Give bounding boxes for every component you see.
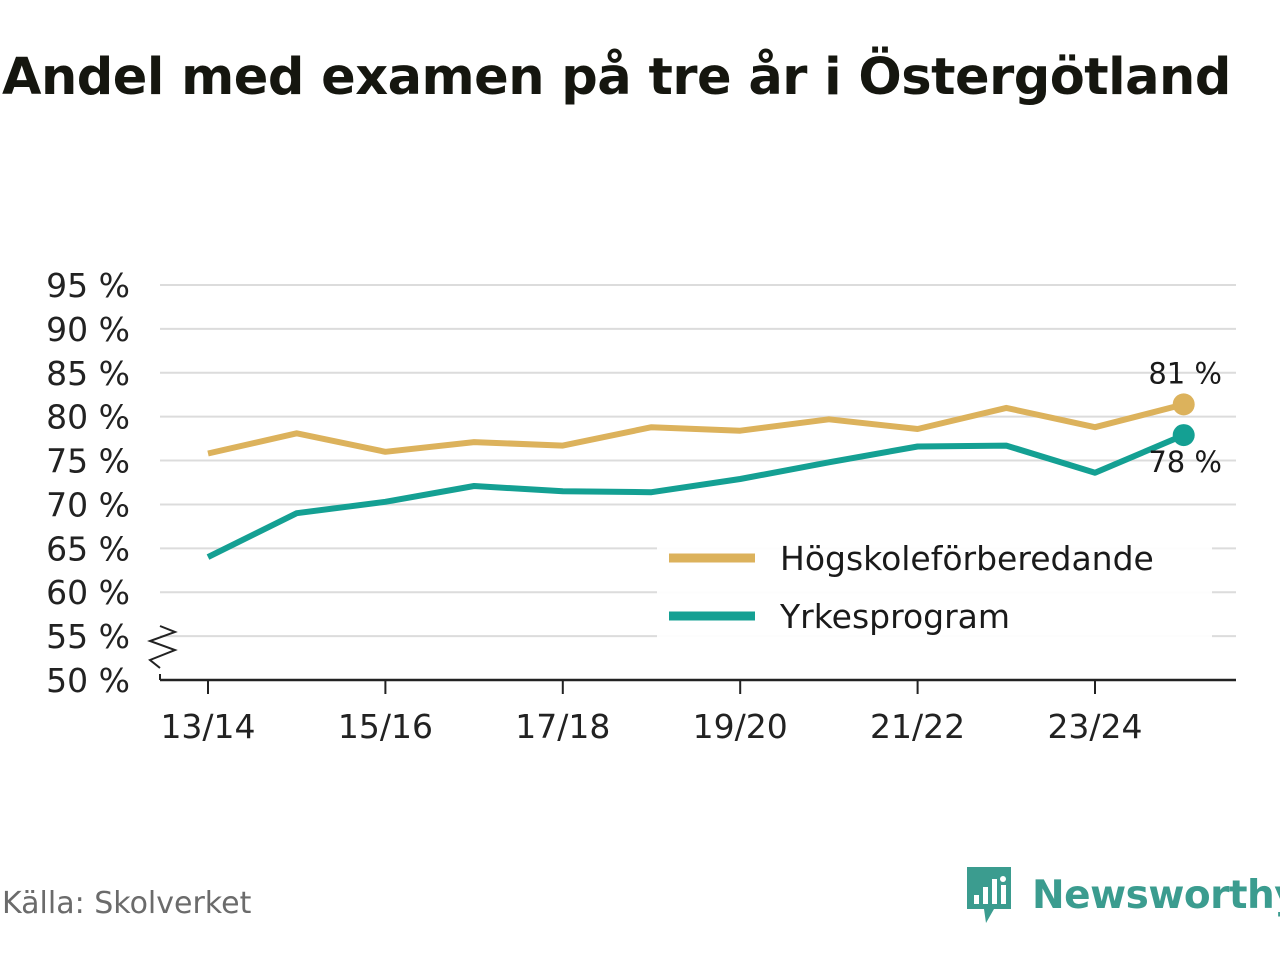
y-tick-label: 60 %	[46, 573, 130, 612]
y-tick-label: 90 %	[46, 310, 130, 349]
legend: Högskoleförberedande Yrkesprogram	[657, 532, 1212, 644]
series-lines: 81 % 78 %	[206, 356, 1222, 560]
end-point	[1172, 424, 1195, 447]
end-value-label: 78 %	[1148, 445, 1222, 479]
x-tick-label: 13/14	[160, 707, 255, 746]
series-line	[206, 432, 1185, 560]
y-tick-label: 95 %	[46, 266, 130, 305]
y-tick-label: 75 %	[46, 442, 130, 481]
x-tick-label: 23/24	[1047, 707, 1142, 746]
x-tick-label: 19/20	[693, 707, 788, 746]
series-line	[207, 401, 1185, 457]
legend-label: Yrkesprogram	[779, 597, 1010, 636]
end-point	[1172, 393, 1195, 416]
y-axis: 50 % 55 % 60 % 65 % 70 % 75 % 80 % 85 % 90 % 95 %	[46, 266, 178, 700]
legend-label: Högskoleförberedande	[780, 539, 1154, 578]
brand-name: Newsworthy	[1032, 872, 1280, 918]
x-tick-label: 15/16	[338, 707, 433, 746]
axis-break-marker	[147, 625, 178, 669]
x-tick-label: 21/22	[870, 707, 965, 746]
y-tick-label: 65 %	[46, 529, 130, 568]
x-tick-label: 17/18	[515, 707, 610, 746]
y-tick-label: 80 %	[46, 398, 130, 437]
y-tick-label: 50 %	[46, 661, 130, 700]
y-tick-label: 55 %	[46, 617, 130, 656]
x-axis: 13/14 15/16 17/18 19/20 21/22 23/24	[160, 678, 1236, 746]
y-tick-label: 85 %	[46, 354, 130, 393]
chart-title: Andel med examen på tre år i Östergötlan…	[2, 48, 1231, 107]
source-note: Källa: Skolverket	[2, 886, 252, 921]
legend-background	[657, 532, 1212, 644]
brand-logo[interactable]: Newsworthy	[964, 865, 1280, 925]
y-tick-label: 70 %	[46, 485, 130, 524]
end-value-label: 81 %	[1148, 356, 1222, 390]
newsworthy-logo-icon	[967, 867, 1011, 923]
